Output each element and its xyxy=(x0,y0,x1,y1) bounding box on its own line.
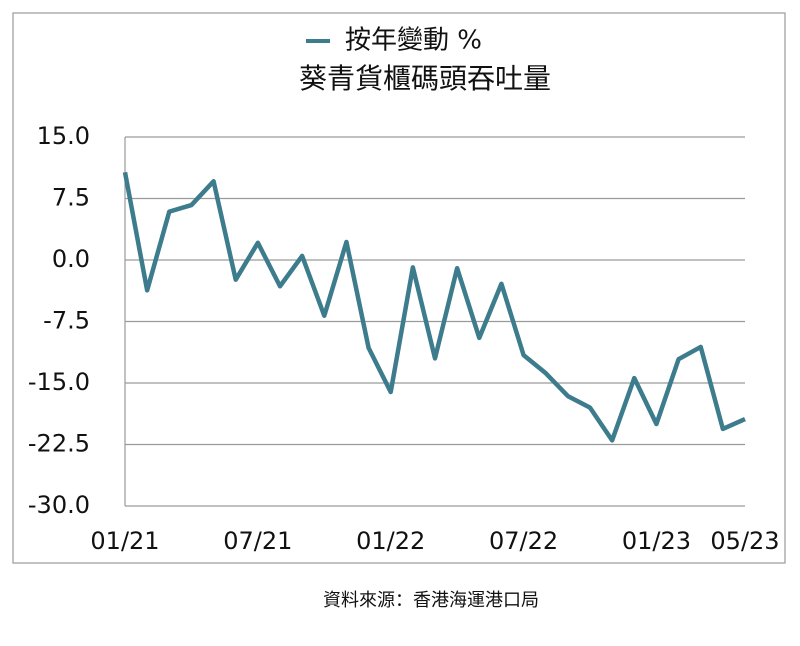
y-tick-label: 0.0 xyxy=(52,245,90,273)
y-tick-label: -30.0 xyxy=(28,491,90,519)
x-tick-label: 07/21 xyxy=(223,527,292,555)
y-tick-label: 7.5 xyxy=(52,184,90,212)
y-tick-label: 15.0 xyxy=(37,122,90,150)
chart-title: 葵青貨櫃碼頭吞吐量 xyxy=(299,62,551,95)
x-tick-label: 01/21 xyxy=(90,527,159,555)
legend-label: 按年變動 % xyxy=(345,26,482,56)
data-line xyxy=(122,171,746,443)
chart-frame xyxy=(12,12,786,564)
x-tick-label: 05/23 xyxy=(710,527,779,555)
x-tick-label: 01/22 xyxy=(356,527,425,555)
y-tick-label: -15.0 xyxy=(28,368,90,396)
x-tick-label: 01/23 xyxy=(622,527,691,555)
source-note: 資料來源：香港海運港口局 xyxy=(323,590,539,611)
y-tick-label: -7.5 xyxy=(43,307,90,335)
x-tick-label: 07/22 xyxy=(489,527,558,555)
y-tick-label: -22.5 xyxy=(28,430,90,458)
